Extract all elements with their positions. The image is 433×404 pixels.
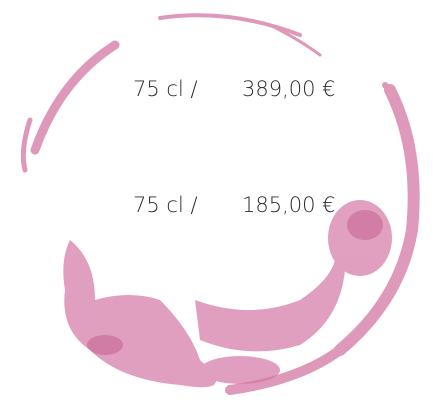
volume: 75 cl /	[133, 77, 198, 101]
volume: 75 cl /	[133, 193, 198, 217]
page: 75 cl / 389,00 € 75 cl / 185,00 €	[0, 0, 433, 404]
wine-stain	[0, 0, 433, 404]
price: 185,00 €	[242, 193, 336, 217]
price: 389,00 €	[242, 77, 336, 101]
